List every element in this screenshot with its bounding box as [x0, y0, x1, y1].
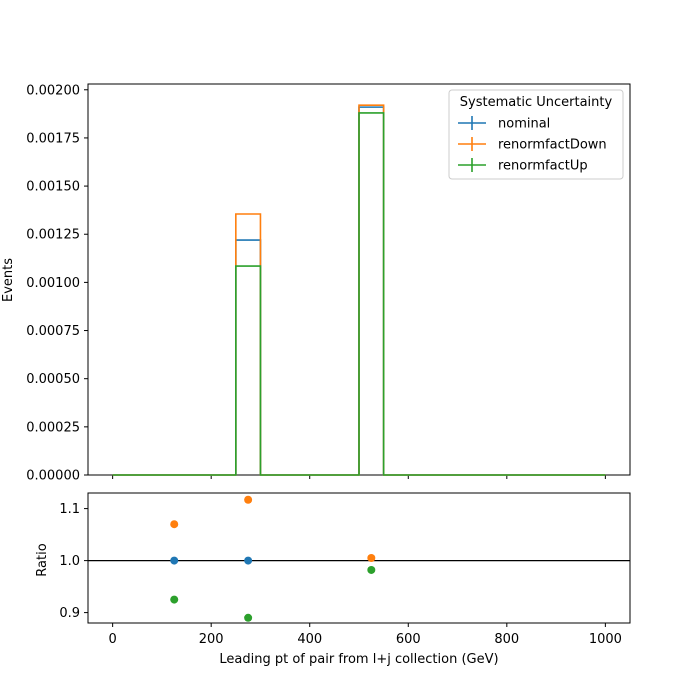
legend-box — [448, 89, 624, 180]
ratio-point-renormfactDown — [244, 495, 253, 504]
ratio-point-nominal — [170, 556, 179, 565]
legend-label-nominal: nominal — [498, 117, 550, 132]
ratio-points — [170, 495, 376, 622]
legend-label-renormfactUp: renormfactUp — [498, 159, 588, 174]
main-y-tick-label: 0.00150 — [26, 180, 80, 195]
legend: Systematic Uncertainty nominal renormfact… — [448, 89, 624, 180]
ratio-y-tick-label: 0.9 — [59, 606, 80, 621]
main-y-tick-label: 0.00025 — [26, 420, 80, 435]
ratio-point-renormfactUp — [367, 565, 376, 574]
ratio-x-tick-label: 400 — [297, 632, 322, 647]
ratio-x-tick-label: 800 — [494, 632, 519, 647]
ratio-x-tick-label: 600 — [396, 632, 421, 647]
main-y-tick-label: 0.00100 — [26, 276, 80, 291]
ratio-point-renormfactUp — [170, 595, 179, 604]
main-series — [112, 104, 606, 476]
ratio-y-ticks: 0.9 1.0 1.1 — [59, 502, 88, 621]
legend-entries: nominal renormfactDown renormfactUp — [458, 116, 607, 174]
ratio-point-renormfactDown — [170, 520, 179, 529]
legend-title: Systematic Uncertainty — [460, 95, 613, 110]
ratio-y-tick-label: 1.0 — [59, 554, 80, 569]
main-y-tick-label: 0.00000 — [26, 469, 80, 484]
main-panel: 0.00000 0.00025 0.00050 0.00075 0.00100 0.001… — [1, 83, 631, 484]
main-y-tick-label: 0.00175 — [26, 131, 80, 146]
ratio-plot-frame — [87, 492, 631, 624]
x-axis-label: Leading pt of pair from l+j collection (… — [219, 652, 498, 667]
ratio-y-axis-label: Ratio — [35, 543, 50, 576]
main-y-tick-label: 0.00200 — [26, 83, 80, 98]
step-series-renormfactUp — [112, 112, 606, 476]
ratio-y-tick-label: 1.1 — [59, 502, 80, 517]
ratio-x-tick-label: 0 — [108, 632, 116, 647]
ratio-panel: 0.9 1.0 1.1 0 200 400 600 800 1000 Ratio Leadin… — [35, 492, 631, 667]
main-y-tick-label: 0.00050 — [26, 372, 80, 387]
main-y-tick-label: 0.00125 — [26, 228, 80, 243]
ratio-x-ticks: 0 200 400 600 800 1000 — [108, 623, 622, 647]
main-y-tick-label: 0.00075 — [26, 324, 80, 339]
legend-label-renormfactDown: renormfactDown — [498, 138, 607, 153]
ratio-x-tick-label: 1000 — [589, 632, 622, 647]
ratio-point-nominal — [244, 556, 253, 565]
ratio-point-renormfactDown — [367, 554, 376, 562]
main-y-ticks: 0.00000 0.00025 0.00050 0.00075 0.00100 0.001… — [26, 83, 88, 484]
main-y-axis-label: Events — [1, 258, 16, 302]
ratio-x-tick-label: 200 — [199, 632, 224, 647]
ratio-point-renormfactUp — [244, 613, 253, 622]
